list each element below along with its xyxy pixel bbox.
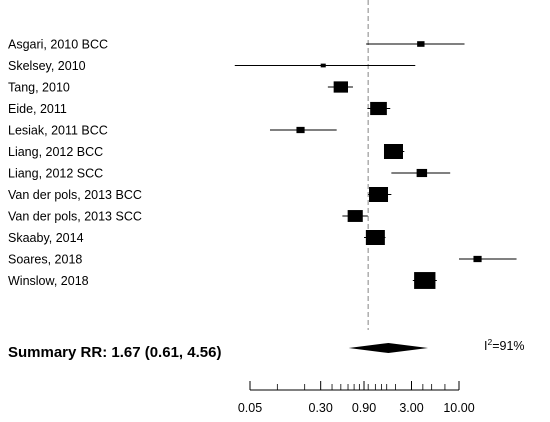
- heterogeneity-label: I2=91%: [484, 337, 525, 353]
- effect-estimate-box: [383, 144, 403, 159]
- study-label: Lesiak, 2011 BCC: [8, 124, 108, 138]
- effect-estimate-box: [416, 168, 428, 178]
- study-label: Soares, 2018: [8, 253, 82, 267]
- study-label: Eide, 2011: [8, 102, 67, 116]
- study-row: Winslow, 2018: [8, 272, 437, 289]
- study-row: Liang, 2012 SCC: [8, 167, 451, 181]
- effect-estimate-box: [473, 255, 482, 263]
- study-label: Skelsey, 2010: [8, 59, 86, 73]
- effect-estimate-box: [414, 272, 436, 289]
- x-axis: 0.05 0.30 0.90 3.00 10.00: [238, 381, 475, 415]
- summary-row: Summary RR: 1.67 (0.61, 4.56): [8, 343, 429, 361]
- axis-tick-label: 3.00: [399, 401, 423, 415]
- study-row: Asgari, 2010 BCC: [8, 38, 465, 52]
- heterogeneity: I2=91%: [484, 337, 525, 353]
- effect-estimate-box: [333, 81, 349, 93]
- effect-estimate-box: [365, 230, 385, 245]
- study-label: Tang, 2010: [8, 81, 70, 95]
- study-row: Van der pols, 2013 SCC: [8, 210, 368, 224]
- effect-estimate-box: [320, 63, 326, 68]
- study-label: Liang, 2012 BCC: [8, 145, 103, 159]
- study-label: Liang, 2012 SCC: [8, 167, 103, 181]
- study-row: Soares, 2018: [8, 253, 517, 267]
- axis-tick-label: 0.05: [238, 401, 262, 415]
- study-label: Skaaby, 2014: [8, 231, 84, 245]
- summary-label: Summary RR: 1.67 (0.61, 4.56): [8, 344, 221, 361]
- axis-tick-label: 10.00: [443, 401, 474, 415]
- study-row: Van der pols, 2013 BCC: [8, 187, 392, 202]
- study-label: Van der pols, 2013 BCC: [8, 188, 142, 202]
- study-row: Skaaby, 2014: [8, 230, 386, 245]
- axis-tick-label: 0.90: [352, 401, 376, 415]
- effect-estimate-box: [369, 187, 389, 202]
- study-rows: Asgari, 2010 BCC Skelsey, 2010 Tang, 2010 E…: [8, 38, 517, 289]
- summary-diamond: [348, 343, 429, 353]
- effect-estimate-box: [347, 210, 363, 222]
- axis-tick-label: 0.30: [309, 401, 333, 415]
- study-row: Liang, 2012 BCC: [8, 144, 405, 159]
- study-row: Eide, 2011: [8, 101, 391, 116]
- study-label: Asgari, 2010 BCC: [8, 38, 108, 52]
- study-row: Skelsey, 2010: [8, 59, 416, 73]
- study-label: Winslow, 2018: [8, 274, 89, 288]
- effect-estimate-box: [417, 41, 425, 47]
- effect-estimate-box: [296, 126, 305, 134]
- study-row: Tang, 2010: [8, 81, 353, 95]
- study-label: Van der pols, 2013 SCC: [8, 210, 142, 224]
- effect-estimate-box: [370, 101, 387, 116]
- study-row: Lesiak, 2011 BCC: [8, 124, 337, 138]
